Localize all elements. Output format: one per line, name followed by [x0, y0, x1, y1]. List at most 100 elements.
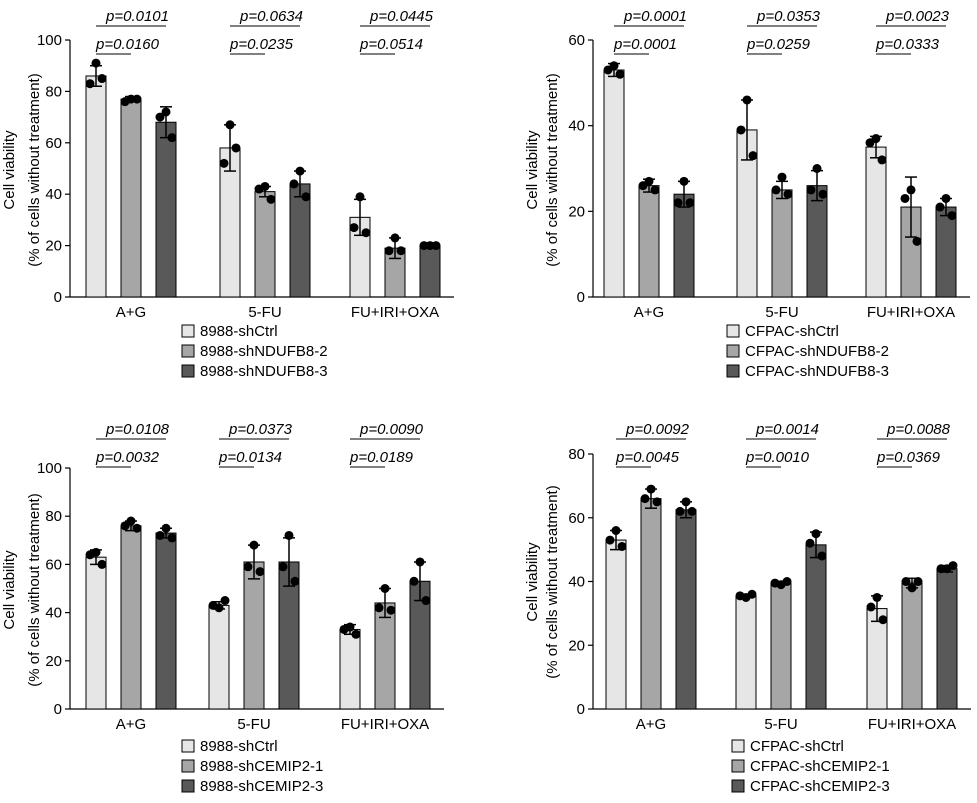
p-value-label: p=0.0108 — [105, 421, 170, 438]
data-point — [415, 557, 425, 567]
p-value-label: p=0.0010 — [745, 449, 810, 466]
y-tick-label: 60 — [45, 556, 62, 573]
data-point — [901, 577, 911, 586]
data-point — [97, 559, 107, 569]
data-point — [818, 189, 828, 199]
bar — [936, 568, 958, 710]
data-point — [783, 189, 793, 199]
y-tick-label: 0 — [577, 701, 585, 718]
bar — [771, 189, 793, 298]
y-tick-label: 20 — [568, 637, 585, 654]
y-tick-label: 40 — [45, 186, 62, 203]
category-label: A+G — [636, 716, 666, 733]
data-point — [912, 236, 922, 246]
bar — [85, 556, 107, 710]
category-label: A+G — [116, 716, 146, 733]
y-axis-label: (% of cells without treatment) — [544, 73, 561, 266]
data-point — [878, 615, 888, 625]
p-value-label: p=0.0134 — [218, 449, 282, 466]
y-axis-label: Cell viability — [1, 550, 18, 630]
p-value-label: p=0.0333 — [875, 36, 940, 53]
p-value-label: p=0.0634 — [239, 8, 303, 25]
y-tick-label: 20 — [45, 653, 62, 670]
data-point — [85, 79, 95, 89]
data-point — [380, 584, 390, 593]
legend-swatch — [181, 759, 195, 773]
data-point — [736, 125, 746, 135]
p-value-label: p=0.0514 — [359, 36, 423, 53]
data-point — [97, 74, 107, 84]
y-tick-label: 20 — [45, 238, 62, 255]
category-label: FU+IRI+OXA — [351, 304, 439, 321]
bar — [865, 146, 887, 298]
data-point — [877, 155, 887, 165]
data-point — [255, 567, 265, 577]
data-point — [646, 484, 656, 494]
legend-label: 8988-shCtrl — [200, 738, 278, 755]
legend-swatch — [726, 324, 740, 338]
bar — [254, 191, 276, 298]
category-label: 5-FU — [765, 304, 798, 321]
data-point — [782, 577, 792, 586]
y-axis-label: (% of cells without treatment) — [26, 73, 43, 266]
bar — [806, 185, 828, 298]
y-tick-label: 0 — [54, 289, 62, 306]
data-point — [872, 592, 882, 602]
bar — [805, 544, 827, 710]
data-point — [208, 600, 218, 610]
p-value-label: p=0.0001 — [613, 36, 677, 53]
data-point — [126, 516, 136, 526]
p-value-label: p=0.0373 — [228, 421, 293, 438]
data-point — [231, 143, 241, 153]
data-point — [419, 241, 429, 251]
p-value-label: p=0.0445 — [369, 8, 434, 25]
data-point — [617, 541, 627, 551]
y-tick-label: 80 — [45, 83, 62, 100]
data-point — [295, 166, 305, 176]
category-label: FU+IRI+OXA — [341, 716, 429, 733]
bar — [603, 69, 625, 298]
bar — [419, 245, 441, 298]
legend-label: 8988-shCtrl — [200, 323, 278, 340]
data-point — [735, 591, 745, 601]
y-tick-label: 0 — [54, 701, 62, 718]
legend-swatch — [181, 344, 195, 358]
data-point — [615, 69, 625, 79]
legend-swatch — [181, 364, 195, 378]
legend-swatch — [181, 324, 195, 338]
legend-label: 8988-shNDUFB8-2 — [200, 343, 328, 360]
legend-label: CFPAC-shCtrl — [750, 738, 844, 755]
y-tick-label: 60 — [45, 135, 62, 152]
data-point — [431, 241, 441, 251]
data-point — [266, 194, 276, 204]
y-tick-label: 20 — [568, 203, 585, 220]
p-value-label: p=0.0353 — [756, 8, 821, 25]
legend-swatch — [726, 344, 740, 358]
category-label: A+G — [116, 304, 146, 321]
data-point — [396, 246, 406, 256]
data-point — [817, 551, 827, 561]
bar — [155, 121, 177, 298]
data-point — [254, 184, 264, 194]
category-label: 5-FU — [237, 716, 270, 733]
data-point — [935, 202, 945, 212]
data-point — [605, 535, 615, 545]
data-point — [900, 193, 910, 203]
data-point — [284, 530, 294, 540]
y-axis-label: (% of cells without treatment) — [544, 485, 561, 678]
data-point — [611, 526, 621, 535]
legend-label: 8988-shNDUFB8-3 — [200, 363, 328, 380]
data-point — [673, 198, 683, 208]
data-point — [679, 176, 689, 186]
p-value-label: p=0.0088 — [886, 421, 951, 438]
data-point — [120, 521, 130, 531]
data-point — [771, 185, 781, 195]
legend-swatch — [181, 739, 195, 753]
data-point — [167, 133, 177, 143]
data-point — [421, 596, 431, 606]
p-value-label: p=0.0023 — [885, 8, 950, 25]
category-label: FU+IRI+OXA — [868, 716, 956, 733]
bar — [638, 185, 660, 298]
data-point — [167, 533, 177, 543]
data-point — [225, 120, 235, 130]
